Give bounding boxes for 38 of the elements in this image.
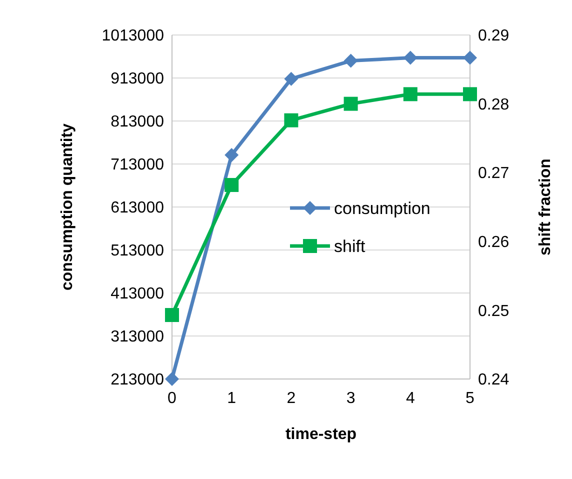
point <box>403 50 418 65</box>
y2-tick-label: 0.24 <box>478 372 510 389</box>
y-tick-label: 313000 <box>110 328 164 346</box>
y-tick-label: 413000 <box>110 286 164 303</box>
y-tick-label: 913000 <box>110 70 164 88</box>
x-tick-label: 1 <box>227 390 236 407</box>
y-tick-label: 213000 <box>110 372 164 389</box>
x-tick-label: 0 <box>168 390 177 407</box>
legend-label: shift <box>334 236 366 256</box>
y-tick-label: 813000 <box>110 114 164 131</box>
y2-tick-label: 0.29 <box>478 28 510 45</box>
y2-tick-label: 0.27 <box>478 165 510 182</box>
point <box>284 72 298 86</box>
legend-label: consumption <box>334 198 430 218</box>
y-tick-label: 513000 <box>110 242 164 260</box>
point <box>165 372 179 386</box>
point <box>224 148 239 162</box>
point <box>344 54 358 68</box>
x-tick-label: 3 <box>346 390 356 407</box>
point <box>463 87 477 102</box>
y2-tick-label: 0.28 <box>478 96 510 114</box>
point <box>403 87 418 102</box>
y-tick-label: 1013000 <box>102 28 164 45</box>
x-tick-label: 4 <box>406 390 415 407</box>
y-tick-label: 613000 <box>110 200 164 217</box>
y2-tick-label: 0.25 <box>478 302 510 320</box>
y-axis-title: consumption quantity <box>59 123 76 291</box>
point <box>344 96 358 111</box>
x-axis-title: time-step <box>285 426 357 443</box>
x-tick-label: 2 <box>286 390 296 407</box>
point <box>165 308 179 322</box>
y2-axis-title: shift fraction <box>537 158 554 256</box>
y2-tick-label: 0.26 <box>478 234 510 251</box>
point <box>224 178 239 192</box>
x-tick-label: 5 <box>466 390 475 407</box>
point <box>284 113 298 128</box>
point <box>463 50 477 65</box>
y-tick-label: 713000 <box>110 156 164 174</box>
